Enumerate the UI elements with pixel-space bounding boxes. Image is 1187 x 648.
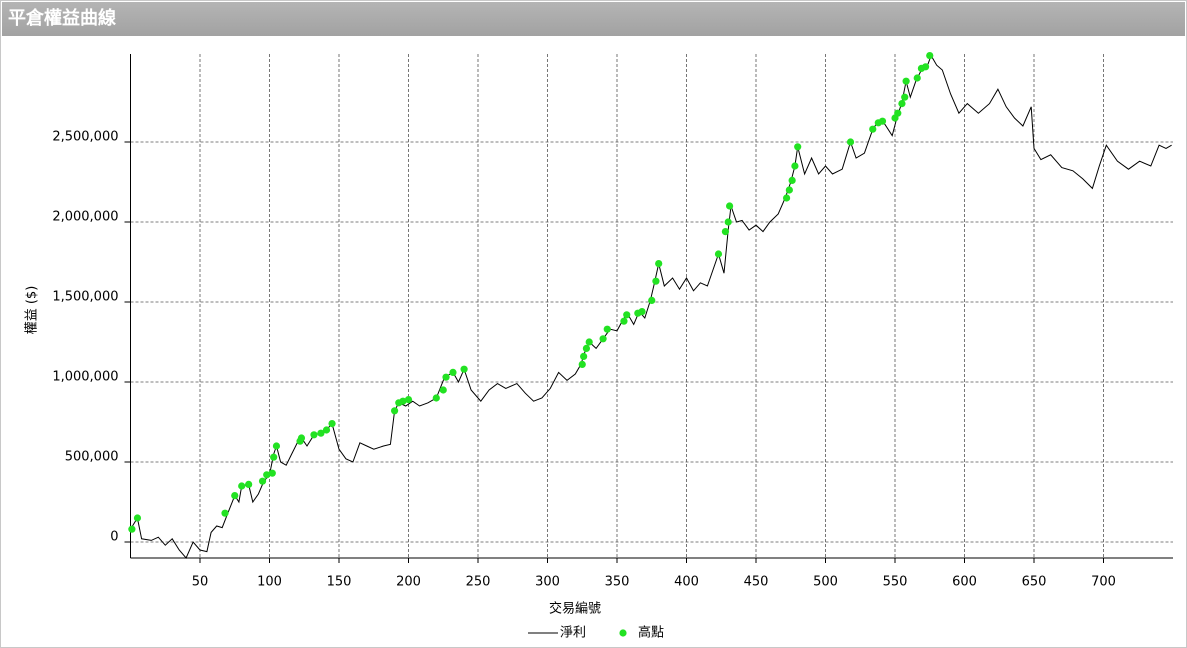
x-tick-label: 150 [327,575,352,590]
y-tick-label: 1,500,000 [52,290,118,305]
y-tick-label: 0 [110,530,118,545]
high-point [921,63,930,71]
x-axis-title: 交易編號 [549,601,601,617]
y-tick-label: 2,500,000 [52,130,118,145]
x-tick-label: 50 [192,575,209,590]
high-point [442,373,450,381]
high-point [128,525,136,533]
x-tick-label: 200 [396,575,421,590]
high-point [926,52,934,60]
x-tick-label: 100 [257,575,282,590]
high-point [258,477,267,485]
y-tick-label: 500,000 [65,450,119,465]
high-point [133,514,142,522]
high-point [439,386,447,394]
y-tick-label: 2,000,000 [52,210,118,225]
high-point [721,228,730,236]
high-point [404,396,413,404]
x-tick-label: 700 [1091,575,1116,590]
high-point [898,100,906,108]
high-point [869,125,877,133]
high-point [878,117,887,125]
high-point [785,186,793,194]
high-point [578,360,586,368]
high-point [263,471,271,479]
high-point [328,420,336,428]
high-point [894,109,902,117]
high-point [238,482,246,490]
high-point [724,218,732,226]
legend-label: 淨利 [560,626,586,641]
high-point [655,260,663,268]
y-axis-title: 權益 ($) [25,286,40,335]
x-tick-label: 600 [952,575,977,590]
y-tick-label: 1,000,000 [52,370,118,385]
high-point [782,194,791,202]
high-point [725,202,734,210]
high-point [623,311,631,319]
high-point [902,77,910,85]
x-tick-label: 400 [674,575,699,590]
high-point [846,138,855,146]
high-point [310,431,318,439]
high-point [652,277,660,285]
high-point [268,469,276,477]
x-tick-label: 350 [605,575,630,590]
high-point [231,492,239,500]
high-point [580,352,588,360]
x-tick-label: 300 [535,575,560,590]
legend-label: 高點 [638,625,664,641]
x-tick-label: 250 [466,575,491,590]
high-point [391,407,399,415]
high-point [901,93,909,101]
x-tick-label: 650 [1022,575,1047,590]
x-tick-label: 450 [744,575,769,590]
high-point [791,162,799,170]
x-tick-label: 550 [883,575,908,590]
high-point [648,296,656,304]
high-point [913,74,921,82]
high-point [221,509,229,517]
high-point [317,429,325,437]
high-point [322,426,331,434]
equity-line [130,54,1172,559]
high-point [714,250,723,258]
legend-dot [619,629,627,637]
high-point [460,365,468,373]
high-point [585,338,593,346]
high-point [638,308,646,316]
x-tick-label: 500 [813,575,838,590]
high-point [788,176,796,184]
high-point [297,434,306,442]
high-point [432,394,440,402]
high-point [270,453,278,461]
high-point [272,442,281,450]
high-point [620,317,628,325]
high-point [449,368,457,376]
high-point [794,143,802,151]
high-point [603,325,611,333]
high-point [245,480,253,488]
high-point [399,397,407,405]
high-point [599,335,607,343]
panel-title: 平倉權益曲線 [2,2,1185,36]
high-point [582,344,591,352]
